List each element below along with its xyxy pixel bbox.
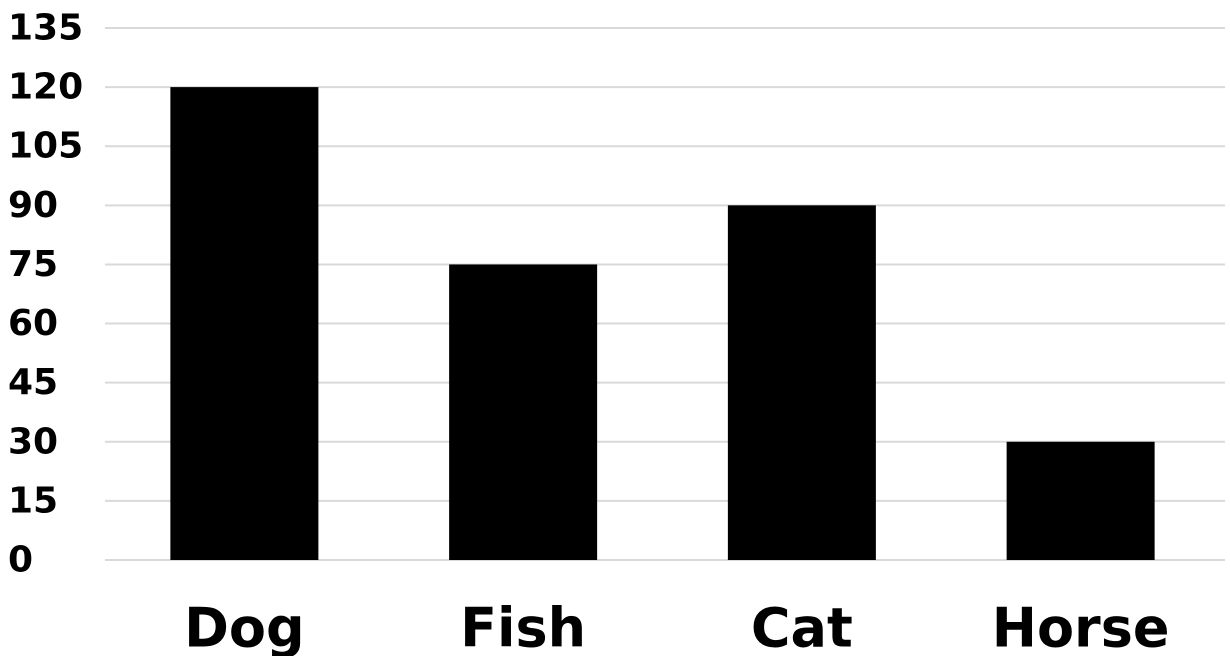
y-axis-tick-labels: 0 15 30 45 60 75 90 105 120 135 [8,8,83,581]
bar-dog [170,87,319,560]
x-axis-category-labels: Dog Fish Cat Horse [184,597,1169,656]
x-category-label: Horse [992,597,1170,656]
y-tick-label: 120 [8,67,83,108]
bars [170,87,1155,561]
y-tick-label: 135 [8,8,83,49]
y-tick-label: 30 [8,421,58,462]
bar-cat [727,205,876,561]
y-tick-label: 0 [8,540,33,581]
bar-horse [1006,441,1155,560]
y-tick-label: 15 [8,480,58,521]
y-tick-label: 60 [8,303,58,344]
y-tick-label: 75 [8,244,58,285]
y-tick-label: 105 [8,126,83,167]
x-category-label: Cat [751,597,853,656]
bar-fish [449,264,598,560]
y-tick-label: 90 [8,185,58,226]
y-tick-label: 45 [8,362,58,403]
x-category-label: Fish [460,597,586,656]
x-category-label: Dog [184,597,305,656]
